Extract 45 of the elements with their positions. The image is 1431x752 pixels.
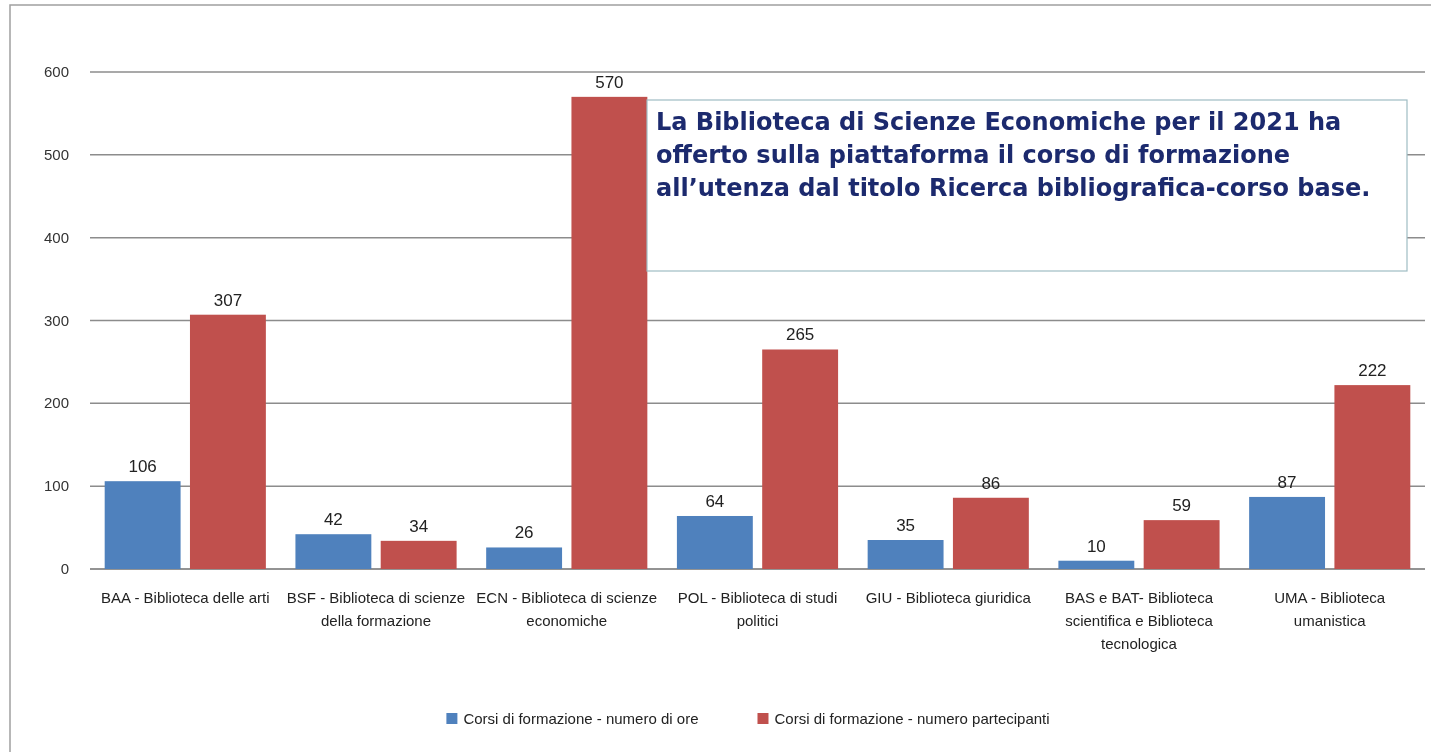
- x-tick-label: UMA - Biblioteca umanistica: [1274, 589, 1386, 629]
- bar: [762, 349, 839, 569]
- bar: [486, 547, 563, 569]
- annotation: La Biblioteca di Scienze Economiche per il 2021 ha offerto sulla piattaforma il corso di formazione all’utenza dal titolo Ricerca bibliografica-corso base.: [656, 108, 1371, 202]
- x-tick-label: BAA - Biblioteca delle arti: [101, 589, 270, 606]
- data-label: 222: [1358, 361, 1387, 381]
- data-label: 35: [896, 516, 916, 536]
- y-tick-label: 200: [43, 394, 69, 412]
- bar: [867, 540, 944, 569]
- bar: [676, 515, 753, 569]
- data-label: 307: [213, 290, 243, 310]
- data-label: 59: [1172, 496, 1192, 516]
- y-tick-label: 0: [60, 560, 69, 577]
- y-tick-label: 400: [43, 228, 69, 246]
- data-label: 86: [981, 473, 1001, 493]
- legend-label: Corsi di formazione - numero partecipanti: [774, 710, 1050, 727]
- x-tick-label: BSF - Biblioteca di scienze della formazione: [286, 589, 466, 629]
- x-tick-label: BAS e BAT- Biblioteca scientifica e Biblioteca tecnologica: [1064, 589, 1214, 652]
- x-tick-label: GIU - Biblioteca giuridica: [865, 589, 1032, 606]
- y-tick-label: 500: [43, 145, 69, 163]
- bar: [571, 96, 648, 569]
- data-label: 34: [409, 516, 429, 536]
- bar: [295, 534, 372, 569]
- bar: [380, 540, 457, 569]
- bar: [1334, 385, 1411, 569]
- data-label: 570: [595, 72, 624, 92]
- x-tick-label: POL - Biblioteca di studi politici: [677, 589, 838, 629]
- data-label: 87: [1277, 472, 1297, 492]
- data-label: 10: [1086, 536, 1106, 556]
- y-tick-label: 100: [43, 477, 69, 495]
- data-label: 106: [128, 457, 157, 477]
- bar: [952, 497, 1029, 569]
- bar: [1249, 496, 1326, 569]
- data-label: 42: [323, 510, 343, 530]
- legend-label: Corsi di formazione - numero di ore: [463, 710, 699, 727]
- data-label: 64: [705, 491, 725, 511]
- bar: [1058, 560, 1135, 569]
- y-tick-label: 600: [43, 63, 69, 80]
- bar: [189, 314, 266, 569]
- data-label: 265: [785, 325, 815, 345]
- bar: [104, 481, 181, 569]
- data-label: 26: [514, 523, 534, 543]
- bar: [1143, 520, 1220, 569]
- y-tick-label: 300: [43, 311, 69, 329]
- x-tick-label: ECN - Biblioteca di scienze economiche: [476, 589, 658, 629]
